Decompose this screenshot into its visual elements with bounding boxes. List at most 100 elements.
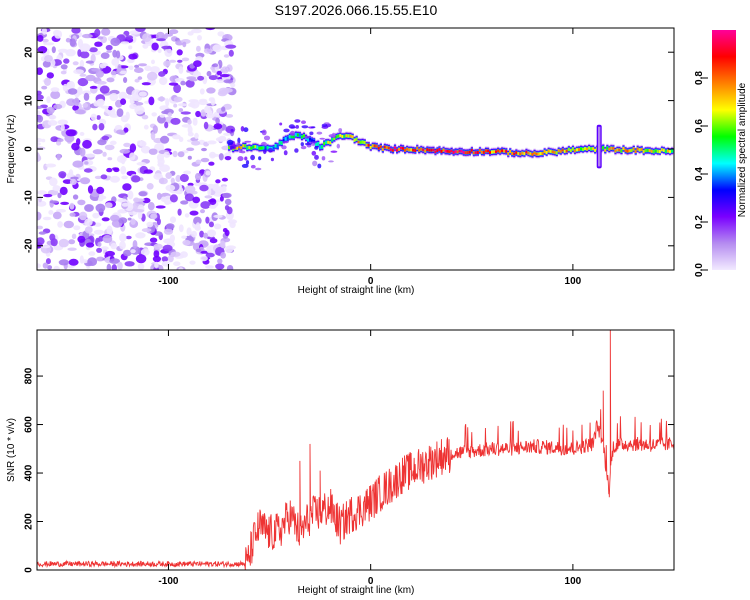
spectrogram-ridge-fuzz	[330, 150, 338, 153]
spectrogram-y-tick-label: -10	[24, 190, 35, 205]
spectrogram-noise-cell	[109, 93, 119, 102]
spectrogram-noise-cell	[48, 210, 54, 215]
spectrogram-noise-cell	[204, 195, 213, 199]
spectrogram-noise-cell	[177, 208, 182, 216]
spectrogram-noise-cell	[129, 97, 135, 105]
spectrogram-noise-cell	[66, 81, 74, 88]
spectrogram-ridge-core	[654, 149, 657, 153]
spectrogram-ridge-core	[438, 148, 441, 151]
spectrogram-ridge-core	[630, 148, 633, 152]
spectrogram-ridge-core	[460, 149, 463, 153]
spectrogram-ridge-core	[612, 146, 615, 150]
spectrogram-noise-cell	[45, 163, 57, 168]
spectrogram-ridge-core	[414, 149, 417, 152]
spectrogram-noise-cell	[60, 64, 68, 70]
spectrogram-ridge-fuzz	[325, 123, 332, 128]
spectrogram-noise-cell	[51, 46, 56, 54]
spectrogram-noise-cell	[159, 114, 166, 118]
spectrogram-ridge-core	[398, 147, 401, 151]
spectrogram-noise-cell	[140, 145, 151, 154]
spectrogram-ridge-core	[517, 152, 520, 156]
spectrogram-noise-cell	[95, 70, 105, 78]
spectrogram-y-label: Frequency (Hz)	[6, 115, 17, 184]
spectrogram-ridge-core	[333, 136, 336, 140]
spectrogram-noise-cell	[129, 152, 136, 161]
spectrogram-ridge-core	[391, 148, 395, 152]
spectrogram-ridge-fuzz	[336, 143, 340, 149]
spectrogram-ridge-core	[347, 134, 350, 138]
spectrogram-ridge-core	[636, 147, 639, 151]
spectrogram-ridge-core	[499, 150, 502, 154]
spectrogram-noise-cell	[193, 216, 202, 225]
spectrogram-noise-cell	[116, 129, 125, 135]
spectrogram-ridge-fuzz	[300, 142, 304, 147]
spectrogram-noise-cell	[44, 42, 55, 46]
spectrogram-noise-cell	[143, 124, 149, 130]
snr-frame	[36, 329, 675, 571]
spectrogram-noise-cell	[161, 45, 172, 50]
spectrogram-ridge-fuzz	[295, 125, 300, 129]
spectrogram-noise-cell	[65, 129, 77, 137]
spectrogram-noise-cell	[92, 212, 100, 219]
spectrogram-noise-cell	[118, 217, 128, 224]
spectrogram-noise-cell	[170, 117, 181, 125]
spectrogram-noise-cell	[130, 218, 136, 225]
spectrogram-noise-cell	[206, 140, 217, 145]
spectrogram-noise-cell	[149, 66, 160, 74]
spectrogram-noise-cell	[201, 147, 207, 152]
spectrogram-noise-cell	[189, 78, 198, 82]
spectrogram-noise-cell	[44, 77, 51, 87]
spectrogram-noise-cell	[85, 60, 94, 64]
spectrogram-ridge-core	[563, 149, 566, 153]
spectrogram-ridge-fuzz	[279, 122, 283, 126]
spectrogram-spike-core	[598, 126, 601, 167]
spectrogram-noise-cell	[123, 127, 129, 133]
spectrogram-ridge-core	[578, 148, 581, 152]
colorbar-gradient	[712, 30, 736, 270]
colorbar-tick-label: 0.0	[694, 263, 705, 277]
spectrogram-noise-cell	[37, 137, 43, 143]
spectrogram-noise-cell	[191, 230, 197, 238]
spectrogram-noise-cell	[82, 139, 92, 149]
spectrogram-ridge-core	[671, 149, 674, 153]
spectrogram-noise-cell	[223, 54, 230, 58]
spectrogram-ridge-core	[464, 151, 467, 155]
spectrogram-ridge-core	[561, 148, 564, 152]
spectrogram-ridge-core	[608, 147, 611, 151]
spectrogram-noise-cell	[84, 218, 93, 227]
spectrogram-noise-cell	[38, 231, 47, 235]
spectrogram-x-tick-label: -100	[158, 276, 178, 287]
spectrogram-noise-cell	[45, 258, 51, 265]
spectrogram-ridge-core	[290, 135, 293, 139]
spectrogram-noise-cell	[69, 212, 76, 217]
spectrogram-ridge-fuzz	[328, 160, 334, 163]
spectrogram-ridge-core	[575, 148, 579, 152]
spectrogram-ridge-fuzz	[314, 146, 319, 150]
spectrogram-ridge-core	[276, 144, 279, 148]
spectrogram-ridge-core	[426, 148, 429, 152]
spectrogram-ridge-core	[553, 150, 556, 154]
spectrogram-ridge-core	[313, 139, 316, 143]
spectrogram-ridge-core	[353, 138, 356, 142]
spectrogram-noise-cell	[136, 161, 147, 166]
spectrogram-noise-cell	[176, 49, 183, 56]
spectrogram-noise-cell	[188, 99, 199, 103]
spectrogram-ridge-core	[317, 142, 320, 146]
spectrogram-ridge-core	[329, 141, 332, 145]
spectrogram-noise-cell	[97, 241, 102, 247]
spectrogram-noise-cell	[84, 204, 94, 212]
spectrogram-noise-cell	[150, 131, 156, 141]
spectrogram-ridge-core	[666, 149, 670, 153]
spectrogram-noise-cell	[163, 228, 174, 235]
spectrogram-ridge-core	[478, 148, 482, 152]
spectrogram-noise-cell	[130, 249, 136, 254]
spectrogram-noise-cell	[181, 57, 190, 62]
spectrogram-noise-cell	[161, 261, 170, 267]
spectrogram-ridge-core	[416, 146, 419, 150]
spectrogram-ridge-core	[555, 151, 558, 155]
spectrogram-noise-cell	[60, 201, 69, 205]
spectrogram-y-tick-label: 0	[24, 146, 35, 152]
spectrogram-noise-cell	[162, 244, 173, 252]
spectrogram-noise-cell	[74, 109, 86, 115]
spectrogram-noise-cell	[73, 225, 81, 231]
